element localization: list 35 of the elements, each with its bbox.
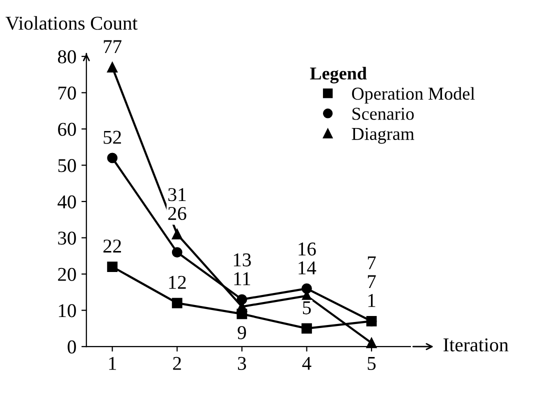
data-label: 13 (234, 253, 251, 266)
y-tick-label: 80 (58, 50, 76, 64)
y-tick-label: 60 (58, 122, 76, 136)
legend-title: Legend (310, 66, 367, 84)
data-label: 31 (168, 188, 186, 202)
data-label: 1 (368, 294, 376, 307)
x-tick-label: 2 (173, 356, 181, 370)
y-axis-title: Violations Count (6, 16, 138, 30)
data-label: 26 (168, 206, 186, 220)
data-label: 16 (298, 242, 316, 256)
legend-label: Operation Model (352, 87, 475, 104)
data-label: 5 (302, 301, 311, 314)
data-label: 11 (234, 272, 250, 286)
data-label: 14 (298, 261, 316, 274)
y-tick-label: 0 (68, 340, 76, 354)
y-tick-label: 30 (58, 232, 76, 245)
x-tick-label: 1 (109, 356, 116, 370)
x-tick-label: 4 (302, 356, 312, 370)
data-label: 52 (104, 130, 121, 144)
y-tick-label: 50 (58, 159, 76, 172)
y-tick-label: 70 (58, 86, 76, 100)
data-label: 12 (169, 276, 186, 289)
data-label: 7 (368, 275, 376, 288)
x-tick-label: 5 (368, 357, 376, 370)
data-label: 9 (238, 326, 246, 340)
y-tick-label: 20 (58, 268, 76, 281)
legend-label: Diagram (352, 128, 414, 144)
x-axis-title: Iteration (444, 338, 508, 352)
legend-label: Scenario (352, 108, 414, 120)
data-label: 77 (104, 40, 122, 54)
data-label: 22 (103, 240, 121, 252)
data-label: 7 (368, 256, 376, 270)
y-tick-label: 10 (58, 304, 76, 318)
x-tick-label: 3 (238, 356, 246, 370)
y-tick-label: 40 (58, 195, 76, 208)
